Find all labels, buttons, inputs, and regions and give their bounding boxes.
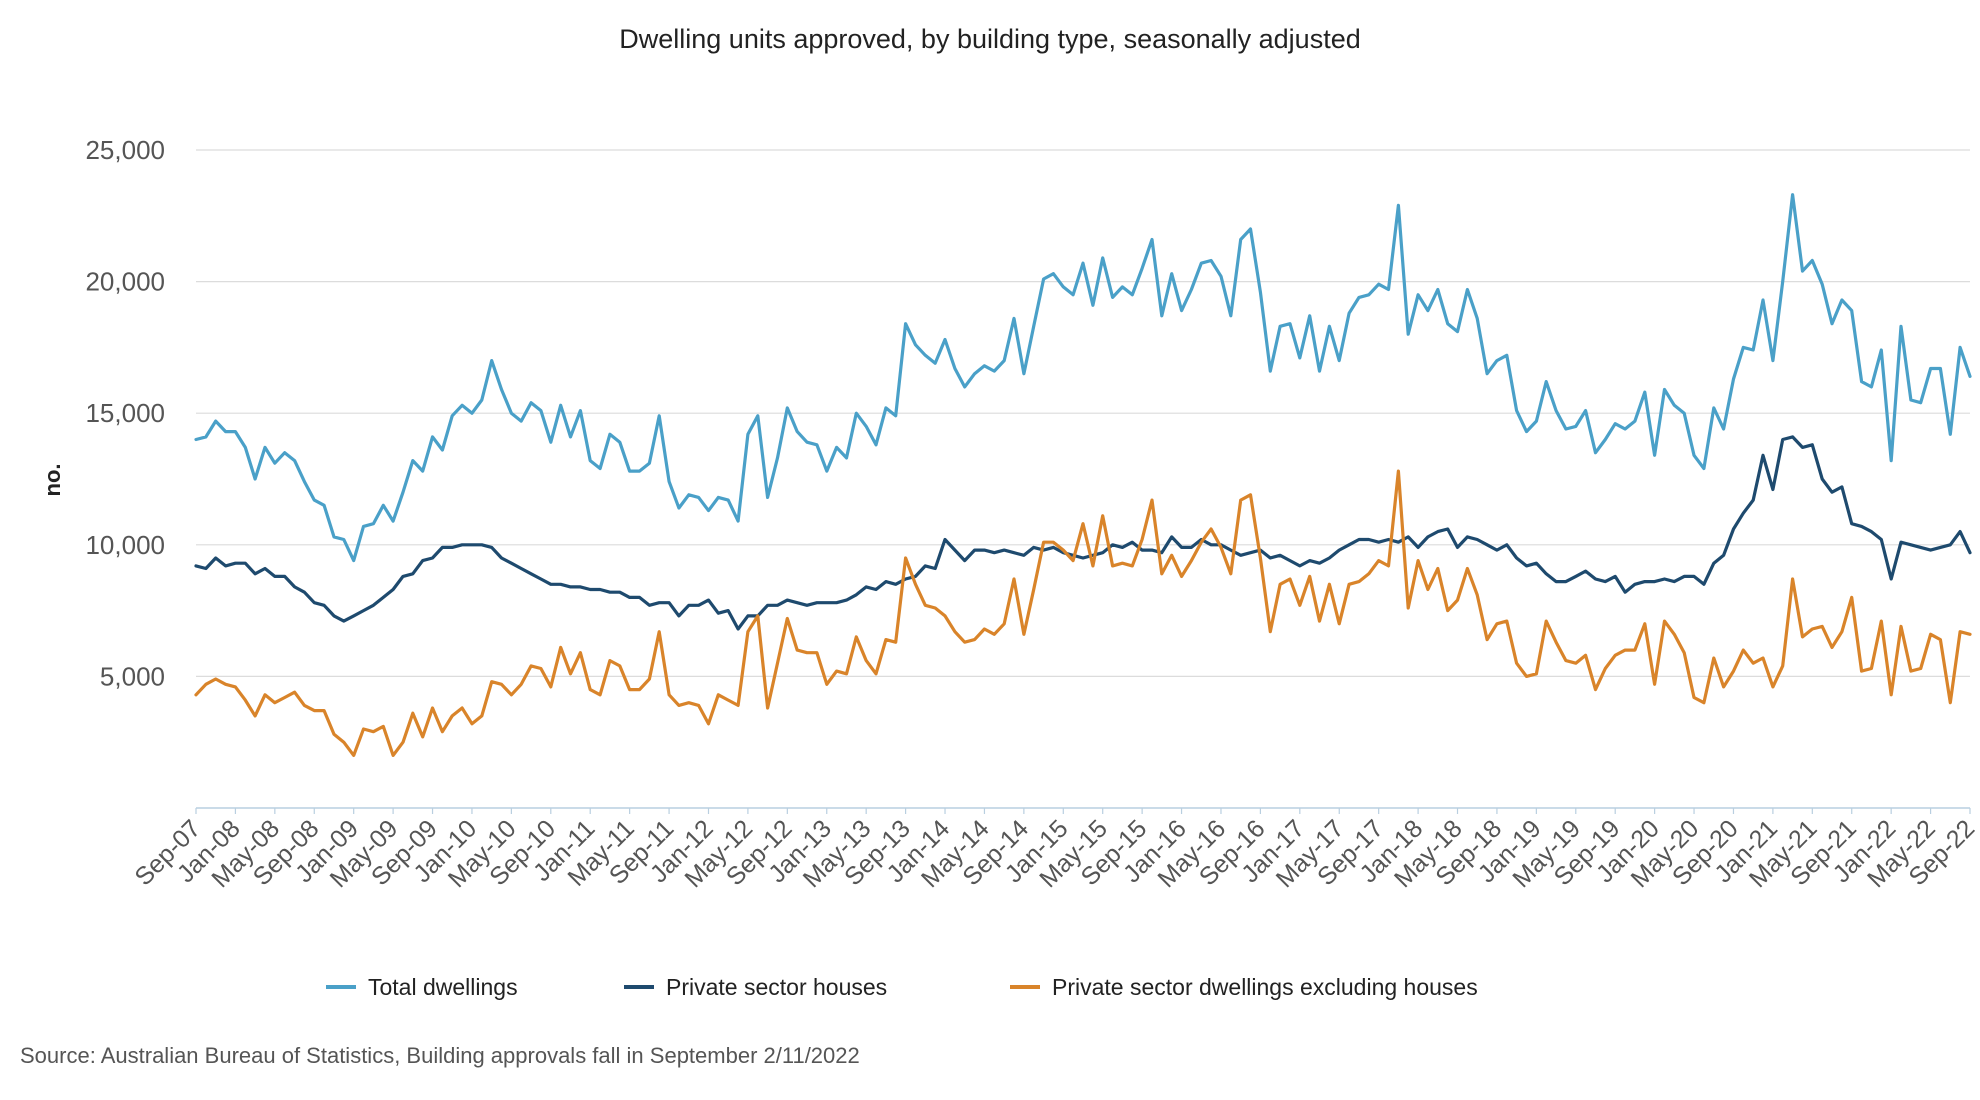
series-line-2 <box>194 435 1972 631</box>
series-lines <box>194 193 1972 758</box>
source-note: Source: Australian Bureau of Statistics,… <box>20 1043 860 1068</box>
y-tick-label: 10,000 <box>85 530 165 560</box>
legend-label-3: Private sector dwellings excluding house… <box>1052 974 1478 1000</box>
y-tick-label: 25,000 <box>85 135 165 165</box>
chart-title: Dwelling units approved, by building typ… <box>619 24 1360 54</box>
series-line-1 <box>194 193 1972 563</box>
series-line-3 <box>194 469 1972 758</box>
gridlines <box>196 149 1970 809</box>
legend: Total dwellings Private sector houses Priv… <box>326 974 1478 1000</box>
legend-label-2: Private sector houses <box>666 974 887 1000</box>
y-tick-label: 5,000 <box>100 661 165 691</box>
legend-label-1: Total dwellings <box>368 974 518 1000</box>
x-axis: Sep-07Jan-08May-08Sep-08Jan-09May-09Sep-… <box>129 808 1980 893</box>
y-axis: 5,000 10,000 15,000 20,000 25,000 <box>85 135 165 691</box>
y-axis-label: no. <box>40 464 65 497</box>
y-tick-label: 15,000 <box>85 398 165 428</box>
y-tick-label: 20,000 <box>85 267 165 297</box>
